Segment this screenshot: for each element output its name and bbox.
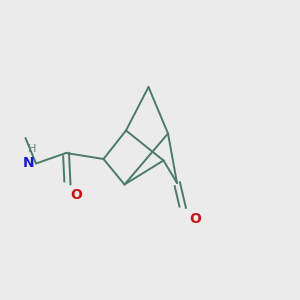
Text: H: H	[28, 145, 37, 154]
Text: O: O	[70, 188, 83, 202]
Text: O: O	[190, 212, 202, 226]
Text: N: N	[23, 156, 34, 170]
